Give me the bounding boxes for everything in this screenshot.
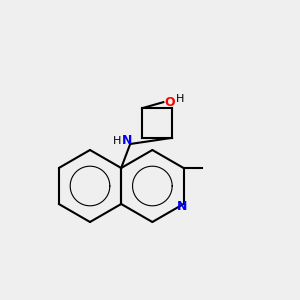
Text: N: N [177,200,187,214]
Text: H: H [176,94,184,104]
Text: O: O [164,96,175,109]
Text: N: N [122,134,132,148]
Text: H: H [112,136,121,146]
